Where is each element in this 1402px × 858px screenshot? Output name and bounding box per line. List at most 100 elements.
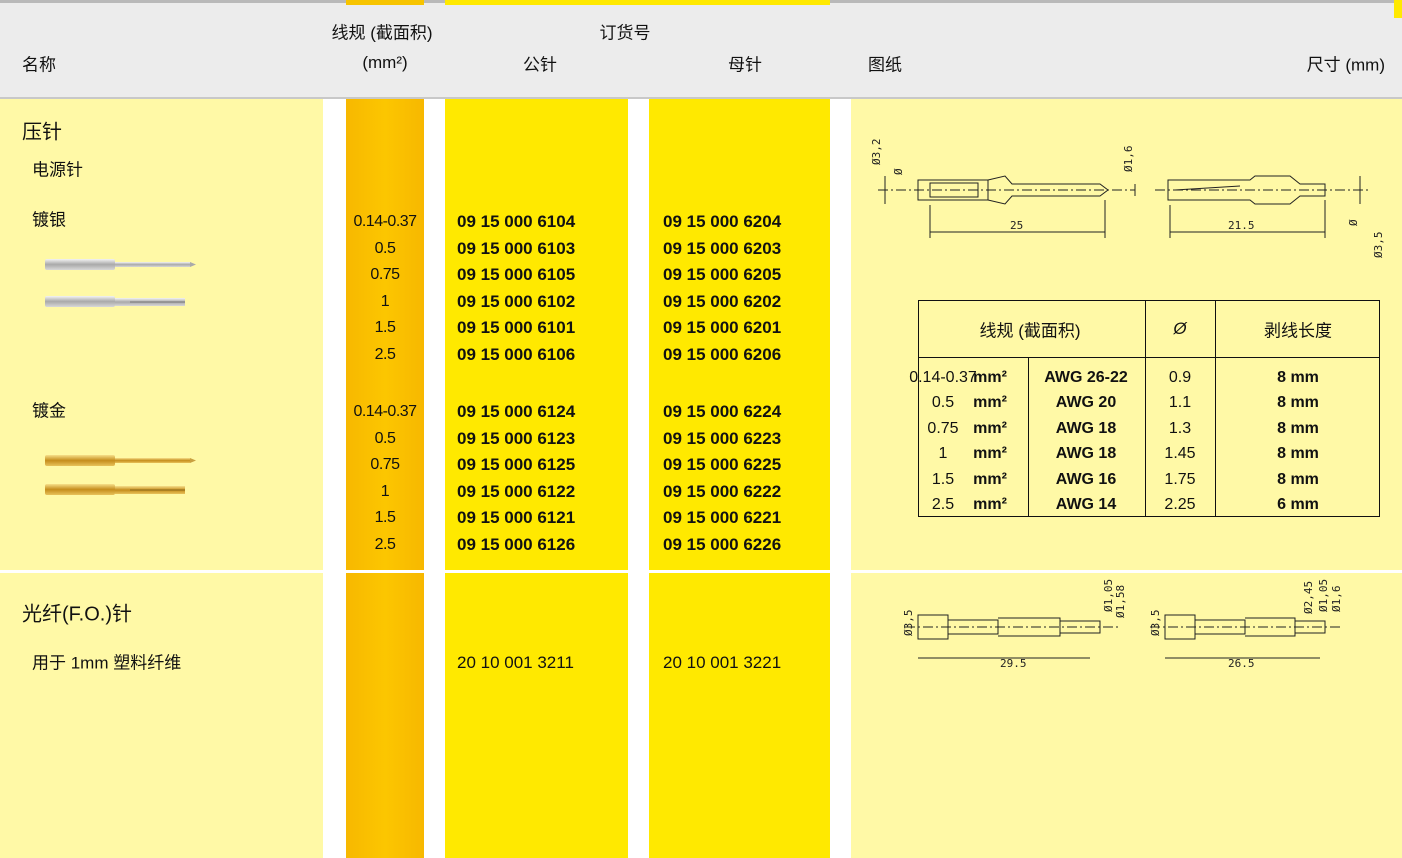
dimension-label: Ø2,45: [1302, 581, 1315, 614]
male-order-no: 09 15 000 6122: [457, 481, 576, 501]
male-order-no: 09 15 000 6124: [457, 402, 576, 421]
male-order-no: 09 15 000 6126: [457, 535, 576, 554]
pin-photos: [45, 259, 196, 495]
dimension-label: Ø1,05: [1317, 579, 1330, 612]
male-order-no: 09 15 000 6121: [457, 508, 576, 528]
spec-table-rule: [918, 357, 1380, 358]
spec-cell: 8 mm: [1277, 470, 1319, 488]
gauge-value: 0.75: [370, 456, 400, 474]
dimension-label: 26.5: [1228, 657, 1255, 670]
spec-table-frame: [918, 300, 1380, 517]
header-gauge: 线规 (截面积): [331, 23, 433, 43]
spec-cell: 8 mm: [1277, 394, 1319, 412]
male-order-no: 09 15 000 6102: [457, 291, 576, 311]
top-accent: [1394, 0, 1402, 18]
dimension-label: Ø1,58: [1114, 585, 1127, 618]
gauge-value: 1.5: [374, 509, 396, 527]
group-label: 镀银: [32, 210, 66, 230]
spec-cell: 2.25: [1164, 496, 1196, 513]
gold-female-pin: [45, 484, 185, 495]
spec-cell: 0.5: [931, 394, 955, 412]
spec-cell: mm²: [973, 496, 1007, 513]
female-order-no: 09 15 000 6222: [663, 481, 782, 501]
spec-cell: mm²: [973, 470, 1007, 488]
spec-table-rule: [1215, 300, 1216, 517]
top-accent: [346, 0, 424, 5]
spec-cell: mm²: [973, 445, 1007, 463]
female-order-no: 09 15 000 6203: [663, 238, 782, 258]
male-order-no: 09 15 000 6104: [457, 212, 576, 231]
male-column: [445, 98, 628, 858]
fo-male-drawing: [905, 614, 1120, 659]
female-order-no: 09 15 000 6225: [663, 455, 782, 475]
header-gauge-unit: (mm²): [362, 53, 408, 72]
spec-cell: AWG 16: [1055, 470, 1117, 488]
dimension-label: Ø3,2: [870, 139, 883, 166]
gauge-value: 0.5: [374, 429, 396, 447]
section-subtitle: 电源针: [32, 160, 83, 180]
gauge-value: 0.14-0.37: [353, 403, 417, 420]
spec-cell: AWG 18: [1055, 419, 1117, 437]
spec-cell: 1.5: [931, 470, 955, 488]
fo-female-drawing: [1150, 614, 1340, 659]
group-label: 镀金: [32, 401, 66, 421]
header-dimensions: 尺寸 (mm): [1306, 55, 1385, 75]
header-drawing: 图纸: [868, 55, 902, 75]
dimension-label: 29.5: [1000, 657, 1027, 670]
spec-cell: mm²: [973, 419, 1007, 437]
spec-cell: 8 mm: [1277, 419, 1319, 437]
female-order-no: 09 15 000 6204: [663, 212, 782, 231]
female-order-no: 09 15 000 6221: [663, 508, 782, 528]
female-order-no: 09 15 000 6223: [663, 428, 782, 448]
female-order-no: 20 10 001 3221: [663, 653, 782, 672]
dimension-label: Ø1,05: [1102, 579, 1115, 612]
spec-table-rule: [1145, 300, 1146, 517]
section-title: 光纤(F.O.)针: [22, 603, 132, 626]
section-subtitle: 用于 1mm 塑料纤维: [32, 653, 182, 673]
gauge-value: 0.14-0.37: [353, 213, 417, 230]
header-female: 母针: [728, 55, 762, 75]
female-column: [649, 98, 830, 858]
female-order-no: 09 15 000 6202: [663, 291, 782, 311]
technical-drawings: Ø3,2Ø Ø1,625 21.5 ØØ3,5Ø3,5Ø1,05 Ø1,5829.5Ø3…: [870, 139, 1385, 671]
spec-header: 剥线长度: [1264, 321, 1332, 341]
gauge-column: [346, 98, 424, 858]
gold-male-pin: [45, 455, 196, 466]
spec-table-rule: [1028, 357, 1029, 517]
name-column: [0, 98, 323, 858]
male-order-no: 09 15 000 6105: [457, 265, 576, 285]
spec-cell: mm²: [973, 394, 1007, 412]
spec-cell: 1.3: [1168, 419, 1192, 437]
spec-cell: 8 mm: [1277, 445, 1319, 463]
spec-header: Ø: [1173, 319, 1187, 338]
top-accent: [445, 0, 830, 5]
spec-cell: 1.75: [1164, 470, 1196, 488]
male-order-no: 09 15 000 6103: [457, 238, 576, 258]
spec-cell: 0.14-0.37: [909, 369, 977, 386]
gauge-value: 1: [380, 482, 390, 500]
gauge-value: 2.5: [374, 536, 396, 553]
male-order-no: 09 15 000 6125: [457, 455, 576, 475]
dimension-label: Ø3,5: [1149, 610, 1162, 637]
spec-cell: mm²: [973, 369, 1007, 386]
spec-cell: 1.1: [1168, 394, 1192, 412]
dimension-label: Ø1,6: [1330, 586, 1343, 613]
header-rule: [0, 97, 1402, 99]
male-order-no: 09 15 000 6101: [457, 318, 576, 338]
spec-cell: 8 mm: [1277, 369, 1319, 386]
crimp-male-drawing: [878, 175, 1136, 238]
spec-cell: 1: [938, 445, 948, 463]
section-divider: [0, 570, 1402, 573]
spec-cell: 0.75: [927, 419, 959, 437]
male-order-no: 20 10 001 3211: [457, 653, 574, 672]
spec-cell: 1.45: [1164, 445, 1196, 463]
spec-header: 线规 (截面积): [979, 321, 1081, 341]
silver-male-pin: [45, 259, 196, 270]
gauge-value: 1.5: [374, 319, 396, 337]
dimension-label: 21.5: [1228, 219, 1255, 232]
header-male: 公针: [523, 55, 557, 75]
spec-cell: 6 mm: [1277, 496, 1319, 513]
header-order-no: 订货号: [599, 23, 651, 43]
dimension-label: 25: [1010, 219, 1023, 232]
